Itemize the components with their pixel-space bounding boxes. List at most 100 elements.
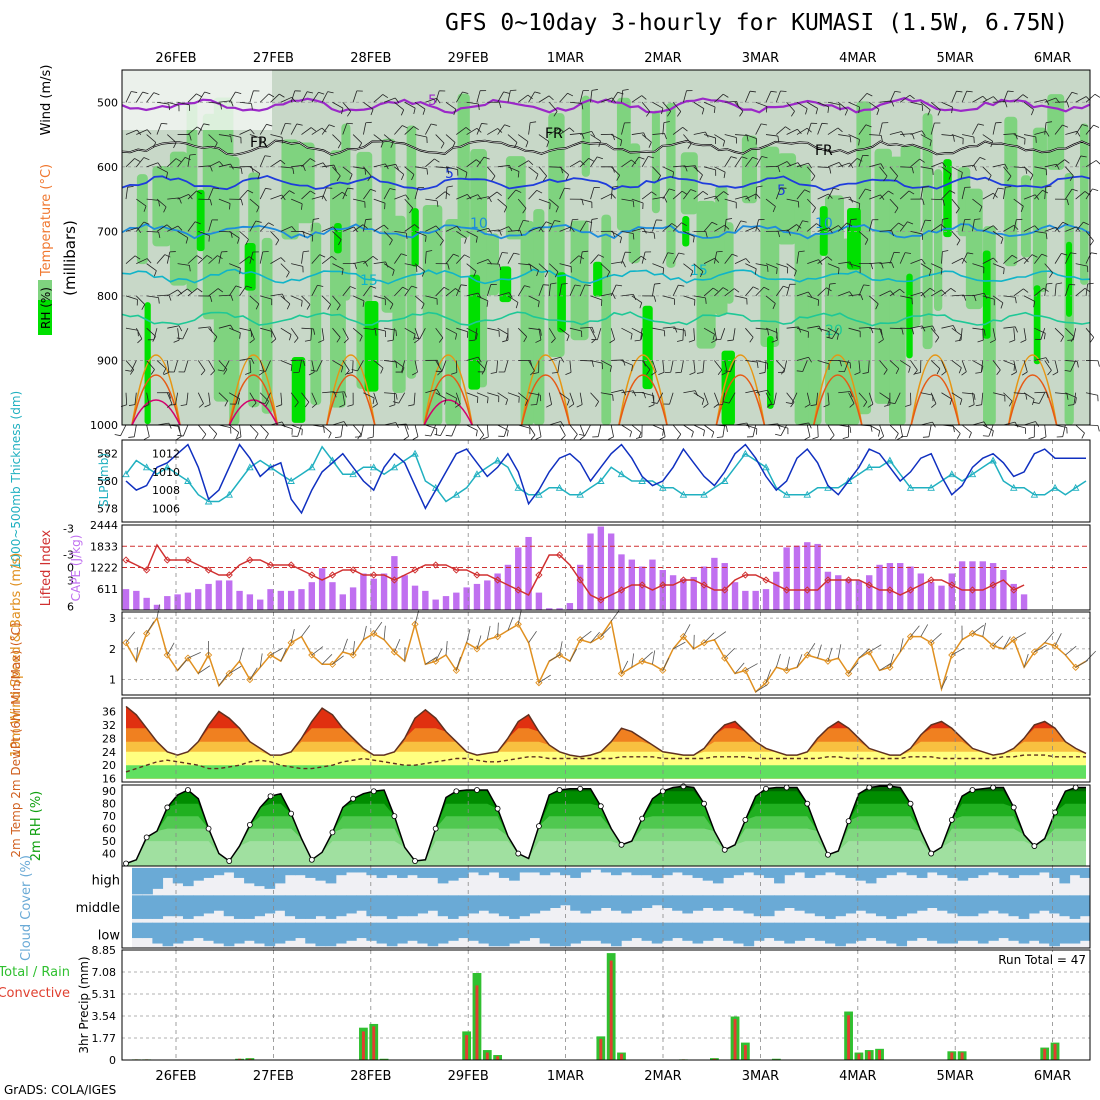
- wind-barb: [703, 101, 716, 108]
- wind-barb-flag: [651, 401, 658, 404]
- wind-barb: [786, 102, 795, 112]
- cape-bar: [236, 590, 243, 610]
- wind-barb: [280, 263, 290, 273]
- wind-barb: [363, 219, 367, 232]
- wind-barb: [992, 295, 1004, 304]
- lifted-index-tick-label: 3: [67, 575, 74, 588]
- lifted-index-line-marker: [741, 571, 749, 579]
- wind-barb-flag: [206, 255, 213, 259]
- wind-barb: [858, 188, 866, 200]
- rh-region: [486, 233, 499, 296]
- wind-barb: [744, 91, 751, 103]
- wind-barb-flag: [960, 172, 963, 179]
- wind-barb: [218, 392, 228, 402]
- wind-speed-line-marker: [638, 657, 646, 665]
- date-label-bottom: 1MAR: [547, 1069, 584, 1084]
- wind-barb: [728, 392, 736, 404]
- wind-barb-flag: [989, 339, 996, 344]
- cloud-cover-cell-low: [916, 922, 928, 939]
- lifted-index-line-marker: [493, 576, 502, 584]
- wind-barb: [404, 101, 416, 109]
- dewpoint-line: [125, 754, 1086, 773]
- wind-barb-flag: [1097, 360, 1100, 367]
- wind-barb: [517, 285, 525, 297]
- wind-barb: [166, 360, 170, 373]
- thickness-line-marker: [948, 470, 956, 478]
- cloud-cover-cell-low: [865, 922, 877, 939]
- wind-barb-flag: [1008, 400, 1013, 407]
- cloud-cover-cell-middle: [1079, 895, 1091, 917]
- wind-barb: [662, 360, 665, 373]
- wind-barb: [796, 251, 800, 264]
- wind-barb: [156, 166, 168, 173]
- cape-bar: [442, 596, 450, 610]
- surface-wind-barb: [166, 642, 175, 656]
- cloud-cover-cell-low: [621, 922, 632, 941]
- surface-wind-barb: [414, 610, 419, 625]
- isotherm-15: [121, 268, 1091, 285]
- wind-barb: [641, 360, 651, 370]
- wind-barb-flag: [209, 165, 213, 172]
- wind-barb-flag: [692, 236, 695, 243]
- cloud-cover-cell-low: [560, 922, 571, 947]
- wind-barb-flag: [345, 370, 350, 376]
- cloud-cover-cell-high: [1018, 868, 1030, 876]
- wind-barb: [483, 360, 488, 373]
- pressure-tick-label: 500: [97, 96, 118, 109]
- wind-barb-flag: [198, 403, 204, 408]
- wind-barb-flag: [443, 286, 450, 291]
- wind-barb: [703, 195, 716, 200]
- wind-speed-line-marker: [473, 645, 481, 653]
- wind-speed-line-marker: [432, 657, 440, 665]
- wind-barb-flag: [609, 365, 612, 372]
- wind-barb-flag: [364, 168, 367, 175]
- wind-barb: [652, 219, 657, 232]
- wind-barb-flag: [1007, 175, 1012, 182]
- wind-barb-flag: [880, 163, 885, 169]
- cloud-cover-cell-low: [814, 922, 826, 941]
- wind-barb: [600, 360, 612, 367]
- wind-barb-flag: [294, 337, 299, 343]
- wind-barb-flag: [689, 372, 696, 375]
- wind-barb: [425, 225, 437, 232]
- wind-barb-flag: [372, 403, 378, 408]
- wind-barb: [496, 360, 499, 373]
- cloud-cover-cell-low: [804, 922, 816, 939]
- wind-barb: [714, 392, 720, 405]
- wind-barb-flag: [343, 421, 348, 427]
- wind-barb-flag: [230, 163, 234, 170]
- cloud-cover-cell-low: [152, 922, 164, 944]
- wind-barb-flag: [523, 336, 528, 343]
- wind-barb-flag: [392, 401, 399, 404]
- wind-barb: [208, 101, 221, 104]
- cloud-cover-cell-middle: [427, 895, 439, 911]
- wind-barb: [394, 286, 403, 297]
- wind-barb-flag: [591, 218, 598, 220]
- cloud-cover-cell-high: [702, 868, 714, 881]
- wind-barb-flag: [411, 174, 415, 181]
- wind-barb-flag: [565, 174, 569, 181]
- wind-barb: [538, 95, 550, 103]
- wind-barb-flag: [196, 190, 202, 195]
- wind-barb-flag: [165, 172, 168, 179]
- precip-convective-bar: [857, 1053, 861, 1060]
- wind-barb: [765, 198, 776, 207]
- wind-barb-flag: [161, 122, 168, 125]
- wind-barb: [487, 191, 498, 200]
- wind-speed-line-marker: [1051, 642, 1059, 650]
- rh2m-line-marker: [907, 800, 914, 807]
- wind-barb-flag: [134, 158, 140, 162]
- lifted-index-line-marker: [122, 556, 130, 564]
- cloud-cover-cell-middle: [570, 895, 581, 911]
- cloud-cover-cell-high: [305, 868, 316, 878]
- wind-barb: [445, 253, 454, 264]
- wind-barb-flag: [951, 107, 953, 114]
- cloud-cover-cell-high: [295, 868, 306, 876]
- rh-region: [281, 139, 299, 240]
- precip-convective-bar: [372, 1026, 376, 1060]
- wind-barb: [1044, 97, 1057, 103]
- cloud-cover-cell-middle: [1059, 895, 1071, 917]
- wind-barb-flag: [1023, 257, 1029, 263]
- rh-region: [186, 101, 198, 292]
- wind-barb-flag: [166, 224, 172, 230]
